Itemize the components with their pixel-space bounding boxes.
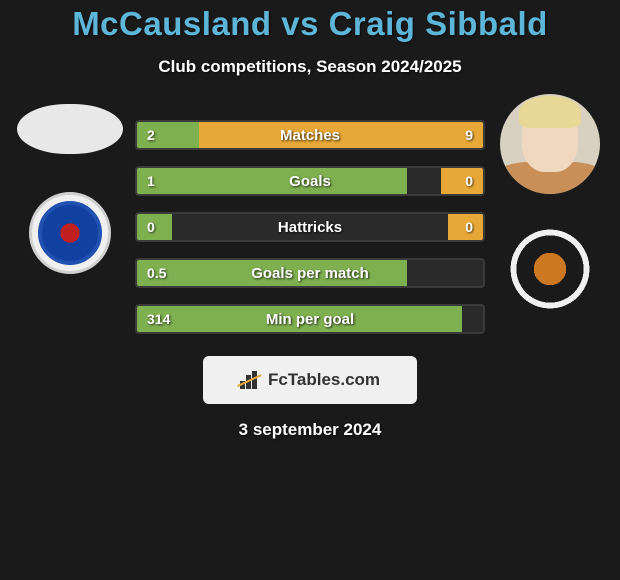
chart-icon xyxy=(240,371,262,389)
stat-label: Goals per match xyxy=(251,265,369,282)
bar-right-fill xyxy=(441,168,483,194)
stat-label: Hattricks xyxy=(278,219,342,236)
stat-left-value: 1 xyxy=(147,173,155,189)
stat-right-value: 0 xyxy=(465,173,473,189)
stat-row-goals: 1 Goals 0 xyxy=(135,166,485,196)
stat-label: Matches xyxy=(280,127,340,144)
player1-avatar xyxy=(17,104,123,154)
stat-label: Min per goal xyxy=(266,311,354,328)
stat-bars: 2 Matches 9 1 Goals 0 0 Hattricks 0 xyxy=(135,120,485,334)
stat-right-value: 0 xyxy=(465,219,473,235)
page-title: McCausland vs Craig Sibbald xyxy=(0,5,620,43)
left-player-column xyxy=(5,112,135,274)
right-player-column xyxy=(485,112,615,310)
stat-row-hattricks: 0 Hattricks 0 xyxy=(135,212,485,242)
stat-row-matches: 2 Matches 9 xyxy=(135,120,485,150)
bar-left-fill xyxy=(137,168,407,194)
date-label: 3 september 2024 xyxy=(0,420,620,440)
stat-left-value: 0 xyxy=(147,219,155,235)
player2-club-crest-icon xyxy=(509,228,591,310)
fctables-link[interactable]: FcTables.com xyxy=(203,356,417,404)
stat-left-value: 314 xyxy=(147,311,170,327)
stat-label: Goals xyxy=(289,173,331,190)
comparison-widget: McCausland vs Craig Sibbald Club competi… xyxy=(0,0,620,580)
stats-area: 2 Matches 9 1 Goals 0 0 Hattricks 0 xyxy=(0,112,620,334)
stat-row-gpm: 0.5 Goals per match xyxy=(135,258,485,288)
player1-club-crest-icon xyxy=(29,192,111,274)
player2-avatar xyxy=(500,94,600,194)
subtitle: Club competitions, Season 2024/2025 xyxy=(0,57,620,77)
stat-left-value: 0.5 xyxy=(147,265,166,281)
stat-left-value: 2 xyxy=(147,127,155,143)
watermark-text: FcTables.com xyxy=(268,370,380,390)
stat-row-mpg: 314 Min per goal xyxy=(135,304,485,334)
bar-right-fill xyxy=(199,122,483,148)
stat-right-value: 9 xyxy=(465,127,473,143)
